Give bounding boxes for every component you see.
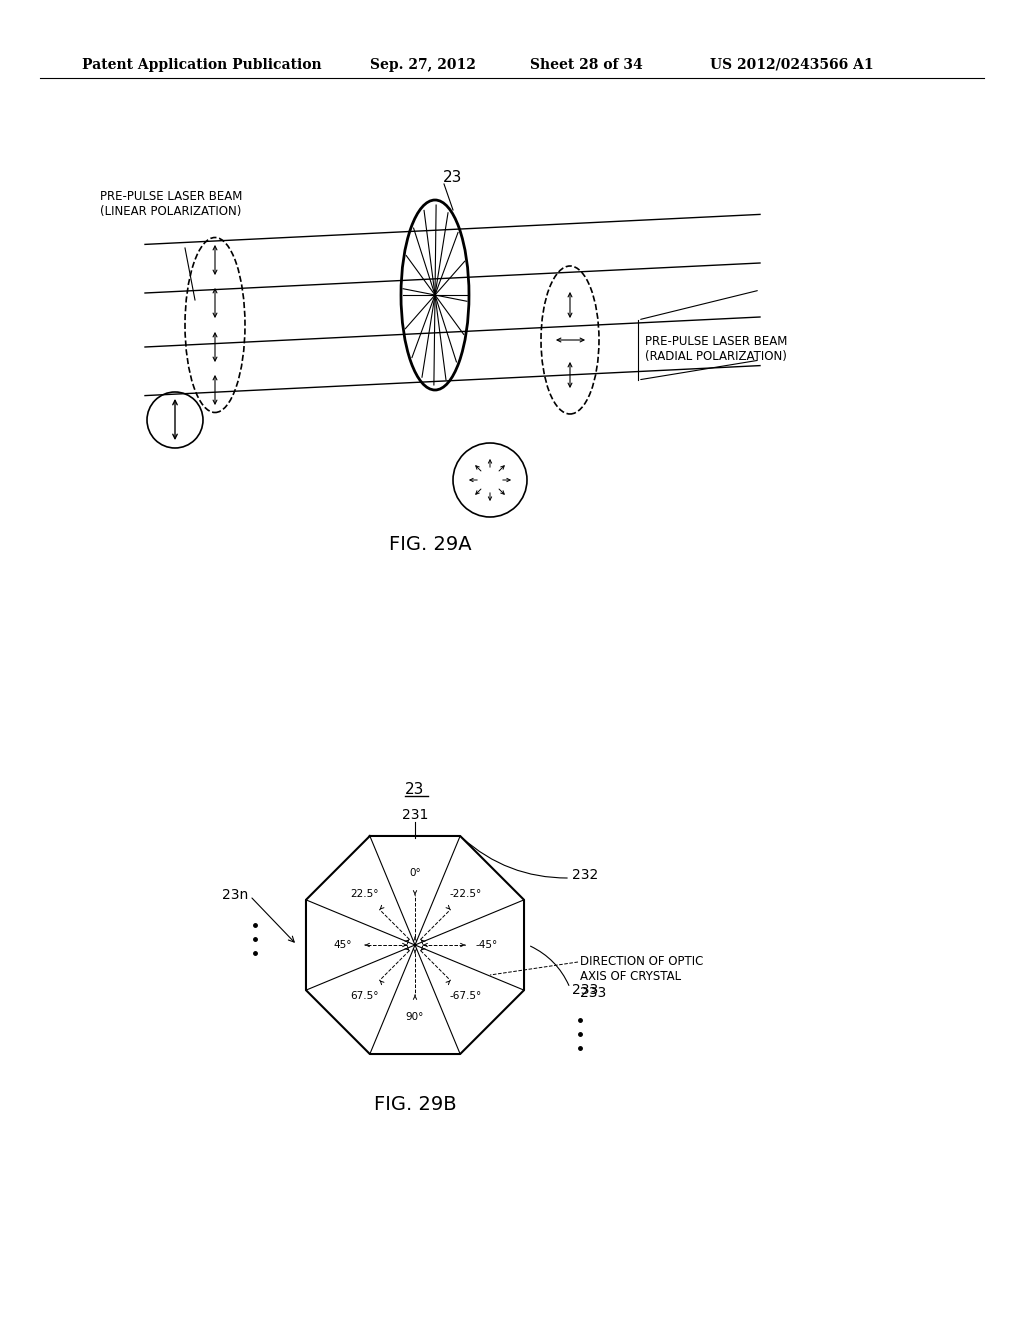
Text: 23: 23 <box>406 783 425 797</box>
Text: 23: 23 <box>443 170 463 186</box>
Text: -67.5°: -67.5° <box>450 991 482 1001</box>
Text: Sep. 27, 2012: Sep. 27, 2012 <box>370 58 476 73</box>
Text: PRE-PULSE LASER BEAM
(LINEAR POLARIZATION): PRE-PULSE LASER BEAM (LINEAR POLARIZATIO… <box>100 190 243 218</box>
Text: PRE-PULSE LASER BEAM
(RADIAL POLARIZATION): PRE-PULSE LASER BEAM (RADIAL POLARIZATIO… <box>645 335 787 363</box>
Text: 67.5°: 67.5° <box>350 991 378 1001</box>
Text: 90°: 90° <box>406 1012 424 1022</box>
Text: -22.5°: -22.5° <box>450 890 482 899</box>
Text: 22.5°: 22.5° <box>350 890 378 899</box>
Text: FIG. 29B: FIG. 29B <box>374 1096 457 1114</box>
Text: -45°: -45° <box>476 940 498 950</box>
Text: 232: 232 <box>572 869 598 882</box>
Text: 233: 233 <box>572 983 598 997</box>
Text: 233: 233 <box>580 986 606 1001</box>
Text: 45°: 45° <box>334 940 352 950</box>
Text: US 2012/0243566 A1: US 2012/0243566 A1 <box>710 58 873 73</box>
Text: 0°: 0° <box>410 869 421 878</box>
Text: Patent Application Publication: Patent Application Publication <box>82 58 322 73</box>
Text: FIG. 29A: FIG. 29A <box>389 536 471 554</box>
Text: 23n: 23n <box>222 888 248 902</box>
Text: Sheet 28 of 34: Sheet 28 of 34 <box>530 58 643 73</box>
Text: 231: 231 <box>401 808 428 822</box>
Ellipse shape <box>401 201 469 389</box>
Text: DIRECTION OF OPTIC
AXIS OF CRYSTAL: DIRECTION OF OPTIC AXIS OF CRYSTAL <box>580 954 703 983</box>
